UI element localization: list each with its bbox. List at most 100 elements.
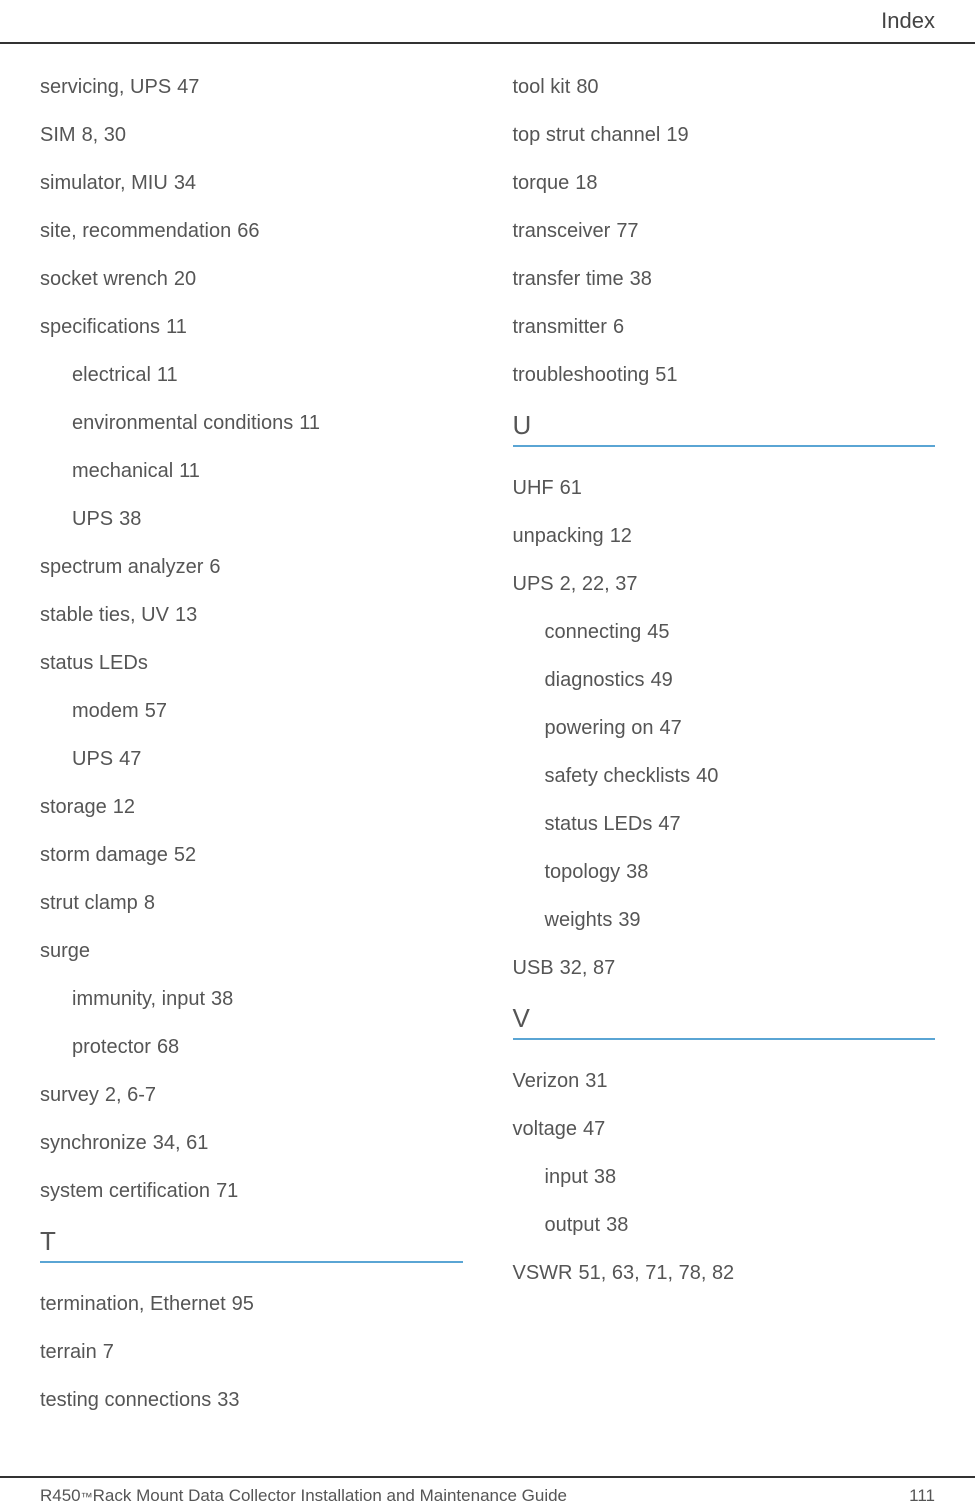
index-entry-term: surge bbox=[40, 940, 90, 962]
index-entry-term: site, recommendation bbox=[40, 220, 231, 242]
index-entry: topology38 bbox=[545, 859, 936, 885]
index-entry-term: survey bbox=[40, 1084, 99, 1106]
index-entry-pages: 49 bbox=[651, 669, 673, 691]
index-entry-term: connecting bbox=[545, 621, 642, 643]
index-entry-term: immunity, input bbox=[72, 988, 205, 1010]
index-entry: VSWR51, 63, 71, 78, 82 bbox=[513, 1260, 936, 1286]
index-entry-term: testing connections bbox=[40, 1389, 211, 1411]
right-column: tool kit80top strut channel19torque18tra… bbox=[513, 74, 936, 1435]
index-entry-pages: 95 bbox=[232, 1293, 254, 1315]
index-entry-term: troubleshooting bbox=[513, 364, 650, 386]
footer-title: R450™ Rack Mount Data Collector Installa… bbox=[40, 1486, 567, 1506]
index-entry: storm damage52 bbox=[40, 842, 463, 868]
index-entry-term: UHF bbox=[513, 477, 554, 499]
index-entry-term: safety checklists bbox=[545, 765, 691, 787]
index-entry-term: storm damage bbox=[40, 844, 168, 866]
index-entry-pages: 34 bbox=[174, 172, 196, 194]
index-entry-term: simulator, MIU bbox=[40, 172, 168, 194]
index-entry-pages: 8, 30 bbox=[82, 124, 126, 146]
index-entry-term: input bbox=[545, 1166, 588, 1188]
section-letter: U bbox=[513, 410, 936, 447]
index-entry: USB 32, 87 bbox=[513, 955, 936, 981]
index-entry-pages: 12 bbox=[113, 796, 135, 818]
footer-product: R450 bbox=[40, 1486, 81, 1506]
index-entry-pages: 71 bbox=[216, 1180, 238, 1202]
index-entry-term: spectrum analyzer bbox=[40, 556, 203, 578]
index-entry: output38 bbox=[545, 1212, 936, 1238]
index-entry: torque18 bbox=[513, 170, 936, 196]
index-entry-pages: 2, 6-7 bbox=[105, 1084, 156, 1106]
index-content: servicing, UPS 47 SIM 8, 30 simulator, MIU 34… bbox=[0, 74, 975, 1435]
index-entry: safety checklists40 bbox=[545, 763, 936, 789]
index-entry-pages: 61 bbox=[560, 477, 582, 499]
index-entry-pages: 11 bbox=[299, 412, 320, 434]
index-entry-pages: 38 bbox=[630, 268, 652, 290]
index-entry-term: protector bbox=[72, 1036, 151, 1058]
index-entry: UPS 2, 22, 37 bbox=[513, 571, 936, 597]
index-entry-pages: 57 bbox=[145, 700, 167, 722]
index-entry-pages: 32, 87 bbox=[560, 957, 616, 979]
index-entry-term: VSWR bbox=[513, 1262, 573, 1284]
index-entry: strut clamp8 bbox=[40, 890, 463, 916]
index-entry-pages: 20 bbox=[174, 268, 196, 290]
index-entry-term: status LEDs bbox=[545, 813, 653, 835]
index-entry-term: environmental conditions bbox=[72, 412, 293, 434]
index-entry: voltage47 bbox=[513, 1116, 936, 1142]
index-entry: simulator, MIU 34 bbox=[40, 170, 463, 196]
index-entry: specifications11 bbox=[40, 314, 463, 340]
page-header: Index bbox=[0, 0, 975, 44]
index-entry-term: system certification bbox=[40, 1180, 210, 1202]
index-entry: Verizon31 bbox=[513, 1068, 936, 1094]
index-entry-term: transmitter bbox=[513, 316, 607, 338]
index-entry-term: termination, Ethernet bbox=[40, 1293, 226, 1315]
trademark-symbol: ™ bbox=[81, 1490, 93, 1504]
index-entry-term: topology bbox=[545, 861, 621, 883]
index-entry-pages: 11 bbox=[157, 364, 178, 386]
index-entry-pages: 38 bbox=[119, 508, 141, 530]
index-entry-pages: 2, 22, 37 bbox=[560, 573, 638, 595]
index-entry: system certification 71 bbox=[40, 1178, 463, 1204]
index-entry: UPS47 bbox=[72, 746, 463, 772]
index-entry-term: strut clamp bbox=[40, 892, 138, 914]
index-entry-pages: 12 bbox=[610, 525, 632, 547]
index-entry: synchronize34, 61 bbox=[40, 1130, 463, 1156]
index-entry-term: SIM bbox=[40, 124, 76, 146]
index-entry-term: UPS bbox=[72, 508, 113, 530]
index-entry-pages: 38 bbox=[626, 861, 648, 883]
index-entry-term: transfer time bbox=[513, 268, 624, 290]
index-entry: immunity, input38 bbox=[72, 986, 463, 1012]
index-entry-pages: 47 bbox=[658, 813, 680, 835]
footer-title-rest: Rack Mount Data Collector Installation a… bbox=[93, 1486, 567, 1506]
index-entry-term: synchronize bbox=[40, 1132, 147, 1154]
index-entry-term: status LEDs bbox=[40, 652, 148, 674]
index-entry-pages: 80 bbox=[576, 76, 598, 98]
index-entry-pages: 6 bbox=[613, 316, 624, 338]
index-entry: surge bbox=[40, 938, 463, 964]
page-footer: R450™ Rack Mount Data Collector Installa… bbox=[0, 1476, 975, 1506]
index-entry-pages: 7 bbox=[103, 1341, 114, 1363]
index-entry-pages: 6 bbox=[209, 556, 220, 578]
index-entry-pages: 47 bbox=[119, 748, 141, 770]
index-entry: terrain7 bbox=[40, 1339, 463, 1365]
index-entry-term: stable ties, UV bbox=[40, 604, 169, 626]
index-entry: protector68 bbox=[72, 1034, 463, 1060]
index-entry: UHF 61 bbox=[513, 475, 936, 501]
index-entry: transmitter 6 bbox=[513, 314, 936, 340]
index-entry: unpacking12 bbox=[513, 523, 936, 549]
index-entry-pages: 18 bbox=[575, 172, 597, 194]
index-entry-term: tool kit bbox=[513, 76, 571, 98]
index-entry-pages: 66 bbox=[237, 220, 259, 242]
index-entry: testing connections33 bbox=[40, 1387, 463, 1413]
index-entry-term: storage bbox=[40, 796, 107, 818]
left-column: servicing, UPS 47 SIM 8, 30 simulator, MIU 34… bbox=[40, 74, 463, 1435]
index-entry-pages: 11 bbox=[166, 316, 187, 338]
index-entry-term: servicing, UPS bbox=[40, 76, 171, 98]
index-entry: transfer time 38 bbox=[513, 266, 936, 292]
index-entry: survey 2, 6-7 bbox=[40, 1082, 463, 1108]
index-entry: termination, Ethernet 95 bbox=[40, 1291, 463, 1317]
index-entry: spectrum analyzer 6 bbox=[40, 554, 463, 580]
index-entry-term: USB bbox=[513, 957, 554, 979]
index-entry: input38 bbox=[545, 1164, 936, 1190]
index-entry-pages: 47 bbox=[177, 76, 199, 98]
index-entry-term: UPS bbox=[513, 573, 554, 595]
